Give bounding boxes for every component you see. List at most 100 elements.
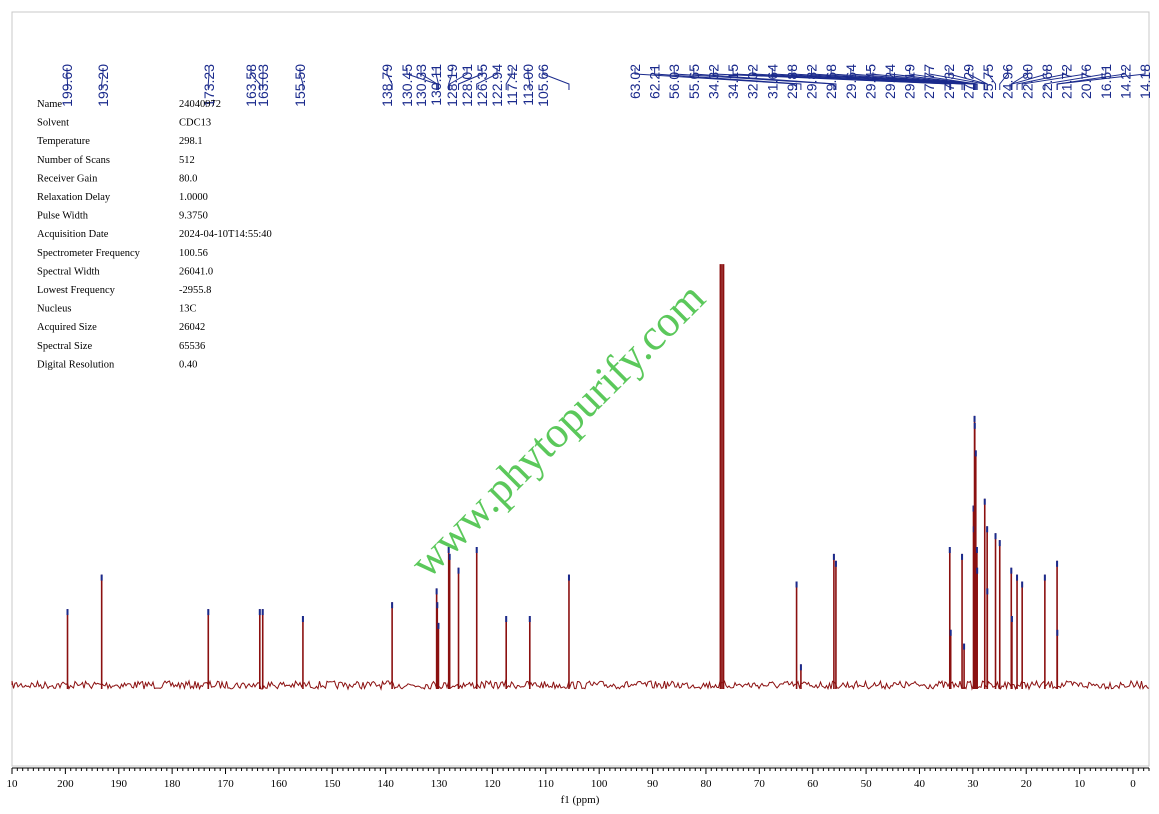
param-value: 512 (179, 155, 195, 166)
x-tick-label: 100 (591, 778, 608, 790)
peak-label: 34.32 (705, 64, 721, 99)
peak-label: 117.42 (504, 64, 520, 106)
peak-label: 173.23 (201, 64, 217, 107)
peak-label-connector (987, 68, 997, 90)
param-value: 24040972 (179, 99, 221, 110)
peak-label-connector (476, 68, 498, 90)
x-tick-label: 40 (914, 778, 926, 790)
peak-label-connector (101, 68, 104, 90)
peak-label: 55.65 (686, 64, 702, 99)
param-name: Solvent (37, 118, 69, 129)
peak-label-connector (1010, 68, 1028, 90)
x-tick-label: 110 (538, 778, 555, 790)
peak-label-connector (406, 68, 438, 90)
x-axis: 10 200 190 180 170 160 150 140 130 120 110 100 90 80 7… (7, 767, 1150, 790)
peak-label: 128.19 (444, 64, 460, 107)
param-value: 26041.0 (179, 266, 213, 277)
param-name: Acquisition Date (37, 229, 109, 240)
x-tick-label: 170 (217, 778, 234, 790)
peak-label: 122.94 (489, 64, 505, 107)
peak-label-connector (458, 68, 483, 90)
x-tick-label: 0 (1130, 778, 1136, 790)
param-name: Nucleus (37, 304, 71, 315)
peak-label-connector (811, 68, 975, 90)
param-value: CDC13 (179, 118, 211, 129)
x-tick-label: 190 (111, 778, 128, 790)
x-tick-label: 20 (1021, 778, 1033, 790)
peak-label-connector (386, 68, 393, 90)
peak-label-connector (1021, 68, 1087, 90)
peak-label-connector (771, 68, 965, 90)
peak-label: 126.35 (474, 64, 490, 107)
peak-label-connector (673, 68, 835, 90)
param-value: 26042 (179, 322, 205, 333)
peak-label-connector (693, 68, 837, 90)
x-tick-label: 70 (754, 778, 766, 790)
param-name: Temperature (37, 136, 90, 147)
peak-label: 31.64 (764, 64, 780, 99)
peak-label: 29.19 (902, 64, 918, 99)
peak-label: 22.68 (1039, 64, 1055, 99)
param-name: Receiver Gain (37, 173, 98, 184)
peak-label: 21.72 (1059, 64, 1075, 99)
param-value: 9.3750 (179, 211, 208, 222)
peak-label: 138.79 (379, 64, 395, 107)
peak-label-connector (542, 68, 570, 90)
param-name: Relaxation Delay (37, 192, 111, 203)
peak-label-connector (448, 68, 453, 90)
peak-label-connector (999, 68, 1009, 90)
peak-label: 29.68 (823, 64, 839, 99)
x-tick-label: 10 (7, 778, 19, 790)
peak-label: 62.21 (647, 64, 663, 99)
peak-label-connector (909, 68, 978, 90)
x-axis-title: f1 (ppm) (561, 794, 600, 806)
x-tick-label: 80 (700, 778, 712, 790)
peak-label-connector (207, 68, 210, 90)
spectrum-baseline (11, 679, 1150, 691)
peak-label-connector (299, 68, 304, 90)
peak-label-connector (928, 68, 986, 90)
peak-label: 32.02 (745, 64, 761, 99)
x-tick-label: 50 (861, 778, 873, 790)
param-name: Spectral Size (37, 341, 92, 352)
param-value: 2024-04-10T14:55:40 (179, 229, 272, 240)
x-tick-label: 130 (431, 778, 448, 790)
peak-label-connector (869, 68, 977, 90)
peak-label: 27.32 (941, 64, 957, 99)
spectrum-group (11, 264, 1150, 691)
peak-label: 113.00 (520, 64, 536, 106)
peak-label: 155.50 (292, 64, 308, 107)
peak-label-connector (634, 68, 798, 90)
peak-label: 29.64 (843, 64, 859, 99)
peak-label: 29.82 (804, 64, 820, 99)
param-value: 100.56 (179, 248, 208, 259)
param-value: 80.0 (179, 173, 197, 184)
param-name: Name (37, 99, 62, 110)
x-tick-label: 160 (271, 778, 288, 790)
peak-label-connector (435, 68, 439, 90)
x-tick-label: 10 (1074, 778, 1086, 790)
x-tick-label: 60 (807, 778, 819, 790)
param-name: Number of Scans (37, 155, 110, 166)
peak-label-connector (420, 68, 438, 90)
peak-label: 34.15 (725, 64, 741, 99)
peak-label: 199.60 (59, 64, 75, 107)
param-name: Digital Resolution (37, 359, 115, 370)
param-value: 0.40 (179, 359, 197, 370)
peak-label-connector (449, 68, 468, 90)
peak-label: 130.45 (399, 64, 415, 107)
peak-label: 130.11 (428, 64, 444, 106)
param-name: Spectral Width (37, 266, 100, 277)
acquisition-parameters: Name 24040972 Solvent CDC13 Temperature 298.1… (37, 99, 272, 370)
x-tick-label: 30 (967, 778, 979, 790)
peak-label: 20.76 (1078, 64, 1094, 99)
param-value: 13C (179, 304, 197, 315)
peak-label: 29.45 (862, 64, 878, 99)
x-tick-label: 180 (164, 778, 181, 790)
param-name: Acquired Size (37, 322, 97, 333)
peak-label: 29.24 (882, 64, 898, 99)
peak-label: 27.29 (960, 64, 976, 99)
peak-label: 25.75 (980, 64, 996, 99)
